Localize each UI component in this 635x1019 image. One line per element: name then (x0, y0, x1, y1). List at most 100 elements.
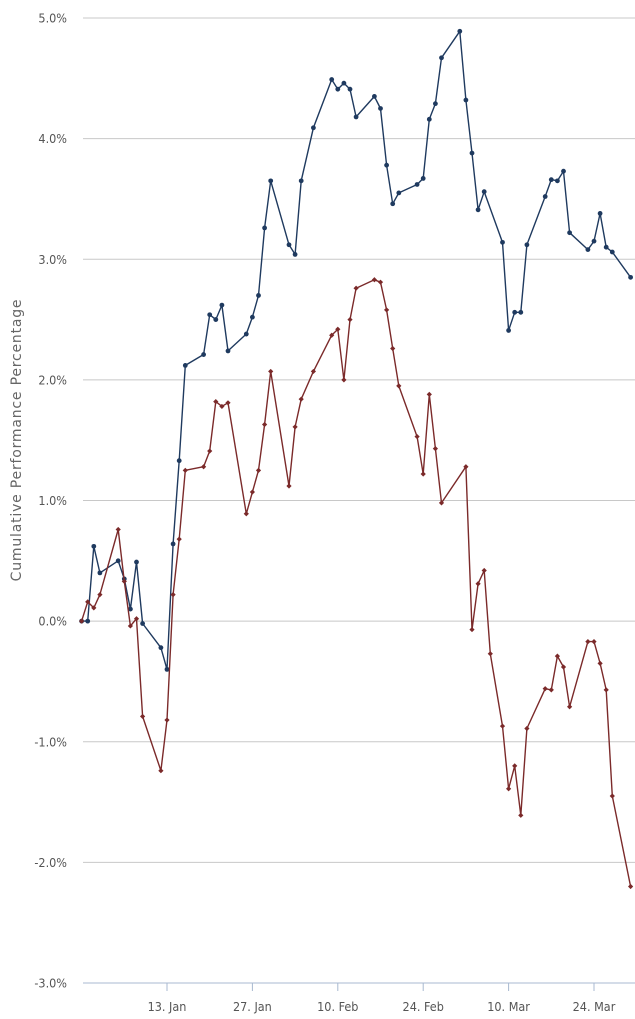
data-point[interactable] (500, 239, 505, 245)
data-point[interactable] (335, 86, 341, 92)
data-point[interactable] (164, 666, 170, 672)
data-point[interactable] (213, 398, 219, 405)
data-point[interactable] (127, 606, 133, 612)
data-point[interactable] (335, 326, 341, 332)
data-point[interactable] (298, 396, 304, 402)
data-point[interactable] (603, 687, 609, 693)
data-point[interactable] (463, 97, 469, 103)
data-point[interactable] (567, 704, 573, 710)
data-point[interactable] (243, 331, 249, 337)
data-point[interactable] (158, 645, 164, 651)
data-point[interactable] (469, 150, 475, 156)
data-point[interactable] (255, 467, 262, 473)
data-point[interactable] (341, 80, 347, 86)
data-point[interactable] (371, 277, 377, 283)
data-point[interactable] (133, 616, 140, 622)
data-point[interactable] (457, 28, 463, 34)
data-point[interactable] (311, 125, 316, 131)
data-point[interactable] (628, 883, 634, 890)
data-point[interactable] (390, 345, 396, 352)
data-point[interactable] (353, 114, 359, 120)
data-point[interactable] (548, 177, 554, 183)
data-point[interactable] (378, 106, 383, 111)
data-point[interactable] (134, 559, 139, 565)
data-point[interactable] (377, 279, 384, 285)
data-point[interactable] (524, 242, 530, 248)
data-point[interactable] (433, 101, 438, 107)
data-point[interactable] (91, 605, 97, 611)
data-point[interactable] (591, 639, 597, 645)
data-point[interactable] (182, 467, 188, 473)
data-point[interactable] (182, 363, 188, 368)
data-point[interactable] (268, 178, 274, 184)
data-point[interactable] (487, 651, 493, 657)
data-point[interactable] (567, 230, 572, 236)
data-point[interactable] (524, 725, 530, 732)
data-point[interactable] (256, 293, 261, 298)
data-point[interactable] (170, 591, 176, 598)
data-point[interactable] (609, 793, 615, 799)
data-point[interactable] (250, 314, 255, 320)
data-point[interactable] (79, 618, 85, 624)
data-point[interactable] (396, 190, 402, 196)
data-point[interactable] (481, 189, 487, 195)
data-point[interactable] (597, 211, 603, 216)
data-point[interactable] (329, 77, 335, 82)
data-point[interactable] (286, 483, 292, 489)
data-point[interactable] (310, 368, 316, 375)
data-point[interactable] (115, 526, 121, 533)
data-point[interactable] (158, 768, 164, 774)
data-point[interactable] (609, 249, 615, 255)
data-point[interactable] (561, 168, 566, 174)
data-point[interactable] (176, 536, 182, 542)
data-point[interactable] (591, 238, 597, 244)
data-point[interactable] (384, 307, 390, 313)
data-point[interactable] (426, 116, 432, 122)
data-point[interactable] (475, 581, 481, 587)
data-point[interactable] (560, 664, 567, 670)
data-point[interactable] (548, 687, 554, 693)
data-point[interactable] (249, 489, 255, 495)
data-point[interactable] (518, 309, 524, 315)
data-point[interactable] (286, 242, 292, 248)
data-point[interactable] (426, 391, 432, 397)
data-point[interactable] (463, 464, 469, 470)
data-point[interactable] (164, 717, 170, 723)
data-point[interactable] (469, 626, 475, 633)
data-point[interactable] (542, 686, 548, 692)
data-point[interactable] (353, 285, 359, 291)
data-point[interactable] (121, 578, 127, 584)
data-point[interactable] (225, 348, 231, 354)
data-point[interactable] (438, 500, 445, 506)
data-point[interactable] (512, 763, 518, 769)
data-point[interactable] (140, 713, 146, 720)
data-point[interactable] (127, 623, 133, 629)
data-point[interactable] (329, 332, 335, 338)
data-point[interactable] (292, 252, 298, 257)
data-point[interactable] (243, 511, 249, 517)
data-point[interactable] (341, 377, 347, 383)
data-point[interactable] (176, 458, 182, 464)
data-point[interactable] (298, 178, 304, 184)
data-point[interactable] (292, 424, 298, 430)
data-point[interactable] (97, 591, 103, 598)
data-point[interactable] (439, 55, 444, 61)
data-point[interactable] (347, 316, 353, 323)
data-point[interactable] (506, 786, 512, 792)
data-point[interactable] (390, 201, 396, 207)
data-point[interactable] (170, 541, 176, 547)
data-point[interactable] (97, 570, 103, 576)
data-point[interactable] (597, 660, 603, 666)
data-point[interactable] (85, 618, 91, 624)
data-point[interactable] (499, 723, 506, 729)
data-point[interactable] (219, 403, 225, 410)
data-point[interactable] (207, 312, 213, 318)
data-point[interactable] (603, 244, 609, 250)
data-point[interactable] (585, 639, 591, 645)
data-point[interactable] (115, 558, 121, 564)
data-point[interactable] (414, 182, 420, 187)
data-point[interactable] (219, 302, 225, 308)
data-point[interactable] (201, 464, 207, 470)
data-point[interactable] (201, 352, 207, 357)
data-point[interactable] (506, 328, 511, 333)
